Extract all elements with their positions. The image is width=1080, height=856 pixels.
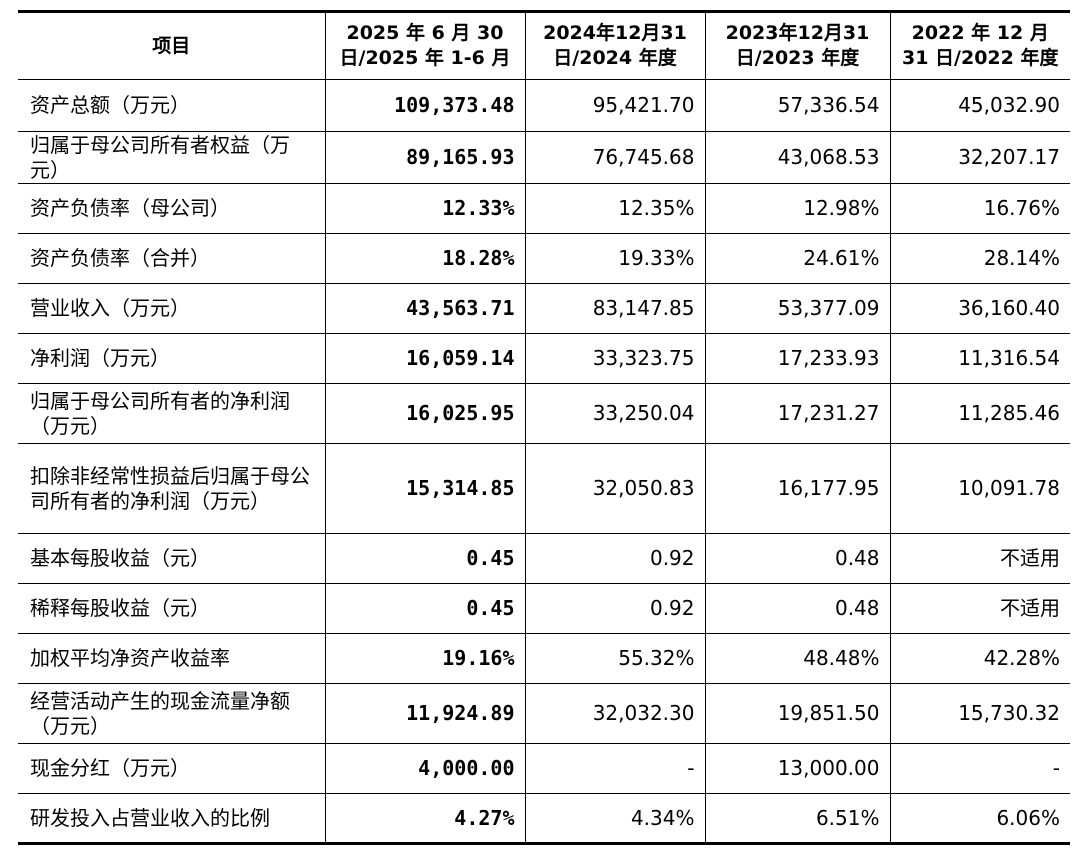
cell-value: 33,323.75 (524, 333, 706, 384)
cell-value: 0.48 (704, 533, 891, 584)
cell-value: 43,068.53 (704, 131, 891, 184)
cell-value: 6.06% (889, 793, 1070, 844)
table-row: 资产负债率（母公司） 12.33% 12.35% 12.98% 16.76% (18, 183, 1070, 234)
row-label: 归属于母公司所有者权益（万元） (18, 131, 326, 184)
row-label: 营业收入（万元） (18, 283, 326, 334)
table-row: 扣除非经常性损益后归属于母公司所有者的净利润（万元） 15,314.85 32,05… (18, 443, 1070, 534)
row-label: 现金分红（万元） (18, 743, 326, 794)
cell-value: 36,160.40 (889, 283, 1070, 334)
cell-value: 19.33% (524, 233, 706, 284)
table-row: 资产负债率（合并） 18.28% 19.33% 24.61% 28.14% (18, 233, 1070, 284)
cell-value: 6.51% (704, 793, 891, 844)
table-row: 归属于母公司所有者权益（万元） 89,165.93 76,745.68 43,068.… (18, 131, 1070, 184)
header-cell: 2023年12月31日/2023 年度 (704, 11, 891, 80)
cell-value: 95,421.70 (524, 79, 706, 132)
cell-value: 11,285.46 (889, 383, 1070, 444)
cell-value: 4,000.00 (324, 743, 526, 794)
table-row: 归属于母公司所有者的净利润（万元） 16,025.95 33,250.04 17,23… (18, 383, 1070, 444)
cell-value: 15,314.85 (324, 443, 526, 534)
table-header: 项目 2025 年 6 月 30 日/2025 年 1-6 月 2024年12月31… (18, 11, 1070, 80)
cell-value: 16,059.14 (324, 333, 526, 384)
header-cell: 2025 年 6 月 30 日/2025 年 1-6 月 (324, 11, 526, 80)
financial-table: 项目 2025 年 6 月 30 日/2025 年 1-6 月 2024年12月31… (18, 10, 1070, 845)
cell-value: 0.92 (524, 583, 706, 634)
cell-value: 33,250.04 (524, 383, 706, 444)
row-label: 资产总额（万元） (18, 79, 326, 132)
row-label: 加权平均净资产收益率 (18, 633, 326, 684)
cell-value: 89,165.93 (324, 131, 526, 184)
cell-value: 11,924.89 (324, 683, 526, 744)
cell-value: 45,032.90 (889, 79, 1070, 132)
table-row: 资产总额（万元） 109,373.48 95,421.70 57,336.54 45,0… (18, 79, 1070, 132)
cell-value: 12.33% (324, 183, 526, 234)
table-row: 净利润（万元） 16,059.14 33,323.75 17,233.93 11,316… (18, 333, 1070, 384)
table-row: 基本每股收益（元） 0.45 0.92 0.48 不适用 (18, 533, 1070, 584)
cell-value: 32,207.17 (889, 131, 1070, 184)
cell-value: 83,147.85 (524, 283, 706, 334)
cell-value: 16,177.95 (704, 443, 891, 534)
cell-value: 18.28% (324, 233, 526, 284)
cell-value: 10,091.78 (889, 443, 1070, 534)
cell-value: 0.92 (524, 533, 706, 584)
row-label: 稀释每股收益（元） (18, 583, 326, 634)
row-label: 资产负债率（合并） (18, 233, 326, 284)
cell-value: 17,233.93 (704, 333, 891, 384)
cell-value: 28.14% (889, 233, 1070, 284)
table-row: 研发投入占营业收入的比例 4.27% 4.34% 6.51% 6.06% (18, 793, 1070, 844)
header-row: 项目 2025 年 6 月 30 日/2025 年 1-6 月 2024年12月31… (18, 11, 1070, 80)
cell-value: 57,336.54 (704, 79, 891, 132)
row-label: 归属于母公司所有者的净利润（万元） (18, 383, 326, 444)
cell-value: - (889, 743, 1070, 794)
table-body: 资产总额（万元） 109,373.48 95,421.70 57,336.54 45,0… (18, 79, 1070, 844)
cell-value: 不适用 (889, 533, 1070, 584)
row-label: 净利润（万元） (18, 333, 326, 384)
cell-value: 17,231.27 (704, 383, 891, 444)
cell-value: 12.98% (704, 183, 891, 234)
cell-value: 0.45 (324, 533, 526, 584)
table-row: 现金分红（万元） 4,000.00-13,000.00- (18, 743, 1070, 794)
row-label: 资产负债率（母公司） (18, 183, 326, 234)
cell-value: 55.32% (524, 633, 706, 684)
cell-value: 32,050.83 (524, 443, 706, 534)
cell-value: 32,032.30 (524, 683, 706, 744)
table-row: 营业收入（万元） 43,563.71 83,147.85 53,377.09 36,16… (18, 283, 1070, 334)
row-label: 扣除非经常性损益后归属于母公司所有者的净利润（万元） (18, 443, 326, 534)
row-label: 基本每股收益（元） (18, 533, 326, 584)
cell-value: 48.48% (704, 633, 891, 684)
cell-value: - (524, 743, 706, 794)
cell-value: 0.48 (704, 583, 891, 634)
cell-value: 109,373.48 (324, 79, 526, 132)
cell-value: 43,563.71 (324, 283, 526, 334)
table-row: 加权平均净资产收益率 19.16% 55.32% 48.48% 42.28% (18, 633, 1070, 684)
cell-value: 42.28% (889, 633, 1070, 684)
cell-value: 16.76% (889, 183, 1070, 234)
table-row: 经营活动产生的现金流量净额（万元） 11,924.89 32,032.30 19,85… (18, 683, 1070, 744)
cell-value: 15,730.32 (889, 683, 1070, 744)
row-label: 经营活动产生的现金流量净额（万元） (18, 683, 326, 744)
header-cell: 项目 (18, 11, 326, 80)
cell-value: 0.45 (324, 583, 526, 634)
header-cell: 2024年12月31日/2024 年度 (524, 11, 706, 80)
cell-value: 4.34% (524, 793, 706, 844)
header-cell: 2022 年 12 月 31 日/2022 年度 (889, 11, 1070, 80)
cell-value: 4.27% (324, 793, 526, 844)
cell-value: 不适用 (889, 583, 1070, 634)
table-row: 稀释每股收益（元） 0.45 0.92 0.48 不适用 (18, 583, 1070, 634)
cell-value: 76,745.68 (524, 131, 706, 184)
cell-value: 19,851.50 (704, 683, 891, 744)
cell-value: 16,025.95 (324, 383, 526, 444)
cell-value: 13,000.00 (704, 743, 891, 794)
cell-value: 11,316.54 (889, 333, 1070, 384)
cell-value: 19.16% (324, 633, 526, 684)
cell-value: 53,377.09 (704, 283, 891, 334)
cell-value: 12.35% (524, 183, 706, 234)
cell-value: 24.61% (704, 233, 891, 284)
row-label: 研发投入占营业收入的比例 (18, 793, 326, 844)
